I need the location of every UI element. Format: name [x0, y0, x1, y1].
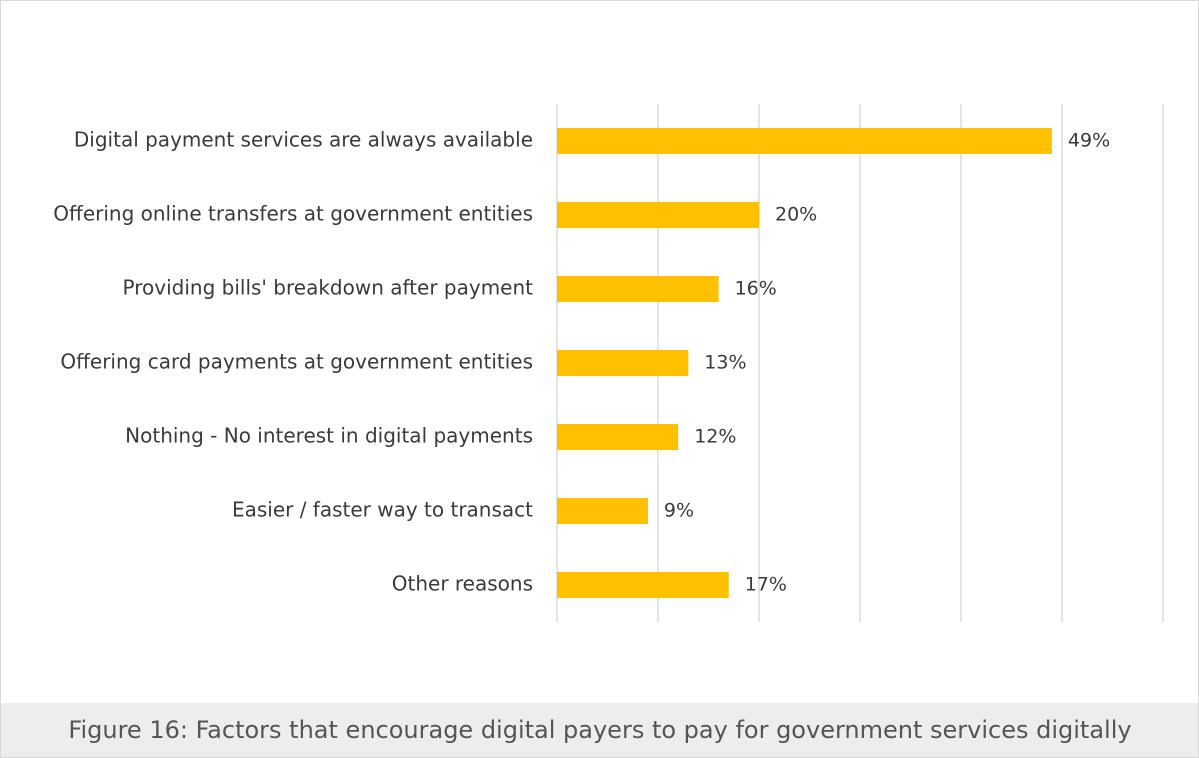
caption: Figure 16: Factors that encourage digita… — [68, 716, 1131, 744]
category-label: Nothing - No interest in digital payment… — [125, 424, 533, 448]
value-label: 12% — [694, 426, 736, 448]
value-label: 16% — [735, 278, 777, 300]
bar — [557, 202, 759, 228]
bar — [557, 424, 679, 450]
bar — [557, 276, 719, 302]
bar — [557, 498, 648, 524]
category-label: Offering online transfers at government … — [53, 202, 533, 226]
value-label: 13% — [704, 352, 746, 374]
bar — [557, 350, 689, 376]
category-label: Easier / faster way to transact — [232, 498, 533, 522]
category-label: Other reasons — [392, 572, 533, 596]
caption-box — [1, 703, 1198, 757]
value-label: 17% — [745, 574, 787, 596]
bar — [557, 128, 1052, 154]
value-label: 9% — [664, 500, 694, 522]
value-label: 49% — [1068, 130, 1110, 152]
bar — [557, 572, 729, 598]
category-label: Providing bills' breakdown after payment — [123, 276, 534, 300]
value-label: 20% — [775, 204, 817, 226]
category-label: Digital payment services are always avai… — [74, 128, 533, 152]
category-label: Offering card payments at government ent… — [60, 350, 533, 374]
